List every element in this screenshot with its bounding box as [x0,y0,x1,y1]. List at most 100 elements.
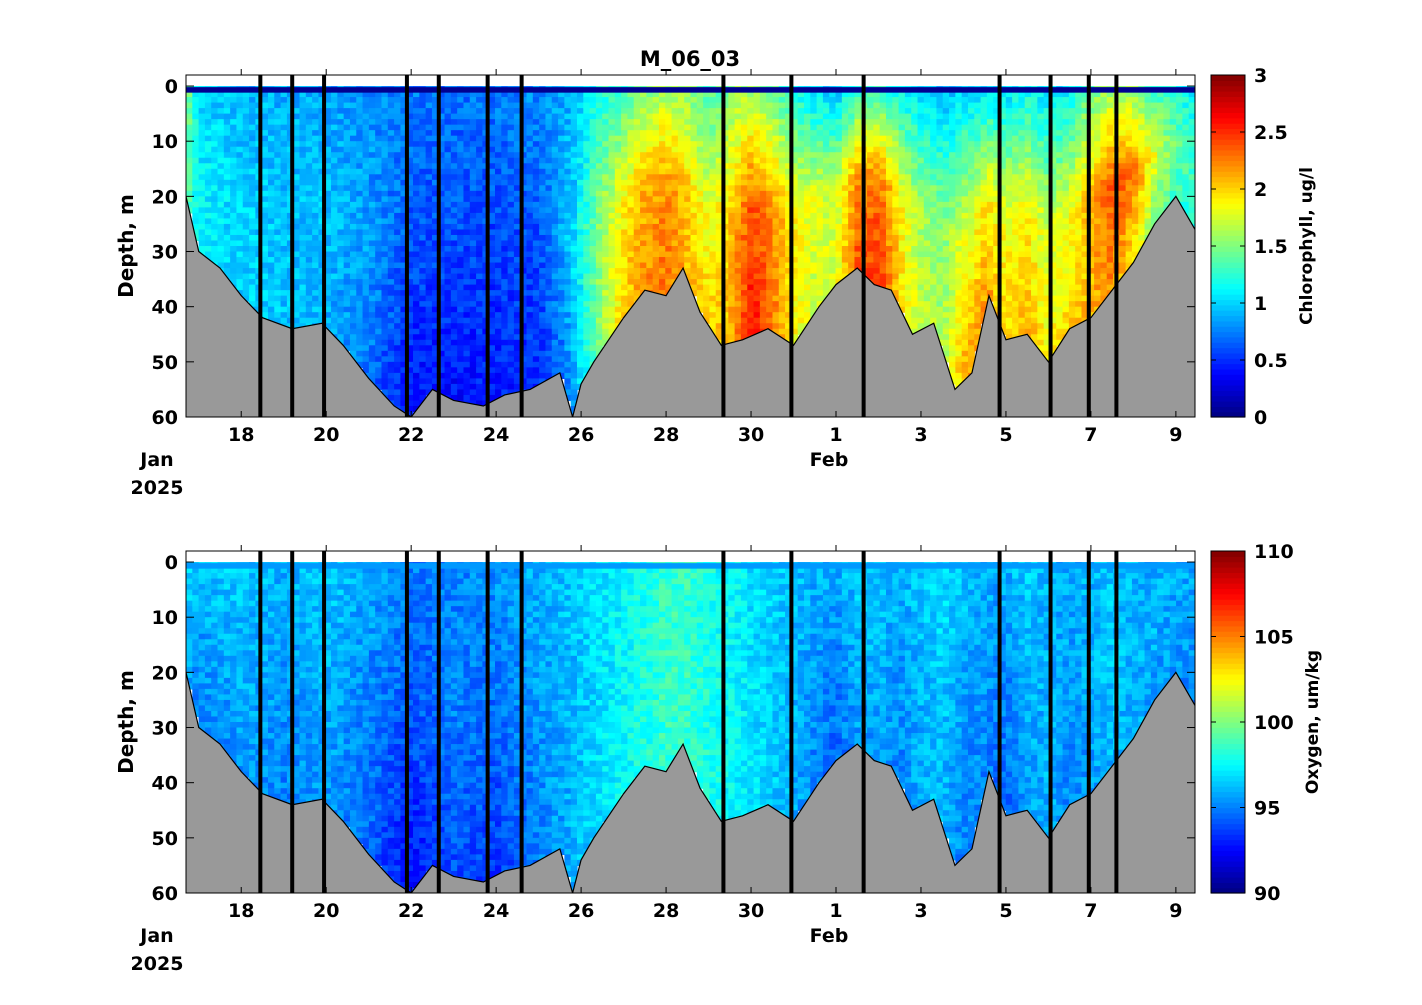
heatmap-cell [558,146,565,153]
heatmap-cell [394,97,402,104]
heatmap-cell [822,91,830,98]
heatmap-cell [249,124,256,131]
heatmap-cell [501,334,509,341]
heatmap-cell [368,372,376,379]
heatmap-cell [526,345,534,352]
heatmap-cell [797,317,805,324]
heatmap-cell [810,102,818,109]
heatmap-cell [400,312,408,319]
heatmap-cell [249,262,256,269]
heatmap-cell [274,229,282,236]
heatmap-cell [576,356,584,363]
heatmap-cell [539,229,547,236]
heatmap-cell [438,301,446,308]
heatmap-cell [671,108,679,115]
heatmap-cell [816,246,824,253]
heatmap-cell [261,163,269,170]
heatmap-cell [249,279,256,286]
heatmap-cell [589,279,597,286]
heatmap-cell [722,312,729,319]
heatmap-cell [766,174,774,181]
heatmap-cell [368,295,376,302]
heatmap-cell [841,262,849,269]
heatmap-cell [791,207,799,214]
heatmap-cell [400,345,408,352]
heatmap-cell [785,179,792,186]
heatmap-cell [507,218,515,225]
heatmap-cell [444,268,452,275]
heatmap-cell [394,383,402,391]
heatmap-cell [589,240,597,247]
heatmap-cell [198,102,206,109]
heatmap-cell [431,328,439,335]
heatmap-cell [242,284,250,291]
heatmap-cell [375,246,383,253]
heatmap-cell [362,157,370,164]
heatmap-cell [532,174,540,181]
heatmap-cell [349,345,357,352]
heatmap-cell [633,119,641,126]
heatmap-cell [570,317,578,324]
heatmap-cell [204,229,212,236]
heatmap-cell [558,119,565,126]
heatmap-cell [684,124,692,131]
heatmap-cell [419,367,427,374]
heatmap-cell [785,152,792,159]
heatmap-cell [406,367,414,374]
heatmap-cell [230,179,238,186]
heatmap-cell [337,113,345,120]
heatmap-cell [394,323,402,330]
heatmap-cell [576,223,584,231]
heatmap-cell [387,113,395,120]
heatmap-cell [312,102,320,109]
heatmap-cell [545,345,553,352]
heatmap-cell [671,234,679,242]
heatmap-cell [564,339,572,346]
heatmap-cell [406,108,414,115]
heatmap-cell [728,284,736,291]
heatmap-cell [463,91,471,98]
heatmap-cell [703,157,711,164]
heatmap-cell [646,251,654,258]
heatmap-cell [520,323,528,330]
heatmap-cell [343,119,351,126]
heatmap-cell [438,284,446,291]
heatmap-cell [715,306,723,313]
heatmap-cell [690,268,698,275]
heatmap-cell [810,157,818,164]
heatmap-cell [715,273,723,280]
heatmap-cell [419,91,427,98]
heatmap-cell [728,152,736,159]
heatmap-cell [463,185,471,192]
heatmap-cell [299,290,307,297]
heatmap-cell [211,201,219,208]
heatmap-cell [375,108,383,115]
heatmap-cell [671,196,679,203]
heatmap-cell [469,190,477,197]
heatmap-cell [305,295,313,302]
heatmap-cell [261,130,269,137]
heatmap-cell [450,290,458,297]
heatmap-cell [438,218,446,225]
heatmap-cell [570,119,578,126]
heatmap-cell [740,108,748,115]
heatmap-cell [312,174,320,181]
heatmap-cell [841,146,849,153]
heatmap-cell [627,301,635,308]
heatmap-cell [223,168,231,175]
heatmap-cell [829,157,837,164]
heatmap-cell [457,334,465,341]
heatmap-cell [211,163,219,170]
heatmap-cell [526,295,534,302]
heatmap-cell [759,146,767,153]
heatmap-cell [495,229,502,236]
heatmap-cell [495,251,502,258]
heatmap-cell [583,113,591,120]
heatmap-cell [413,218,420,225]
heatmap-cell [469,234,477,242]
heatmap-cell [406,279,414,286]
heatmap-cell [305,141,313,148]
heatmap-cell [349,279,357,286]
heatmap-cell [677,185,685,192]
heatmap-cell [753,234,761,242]
